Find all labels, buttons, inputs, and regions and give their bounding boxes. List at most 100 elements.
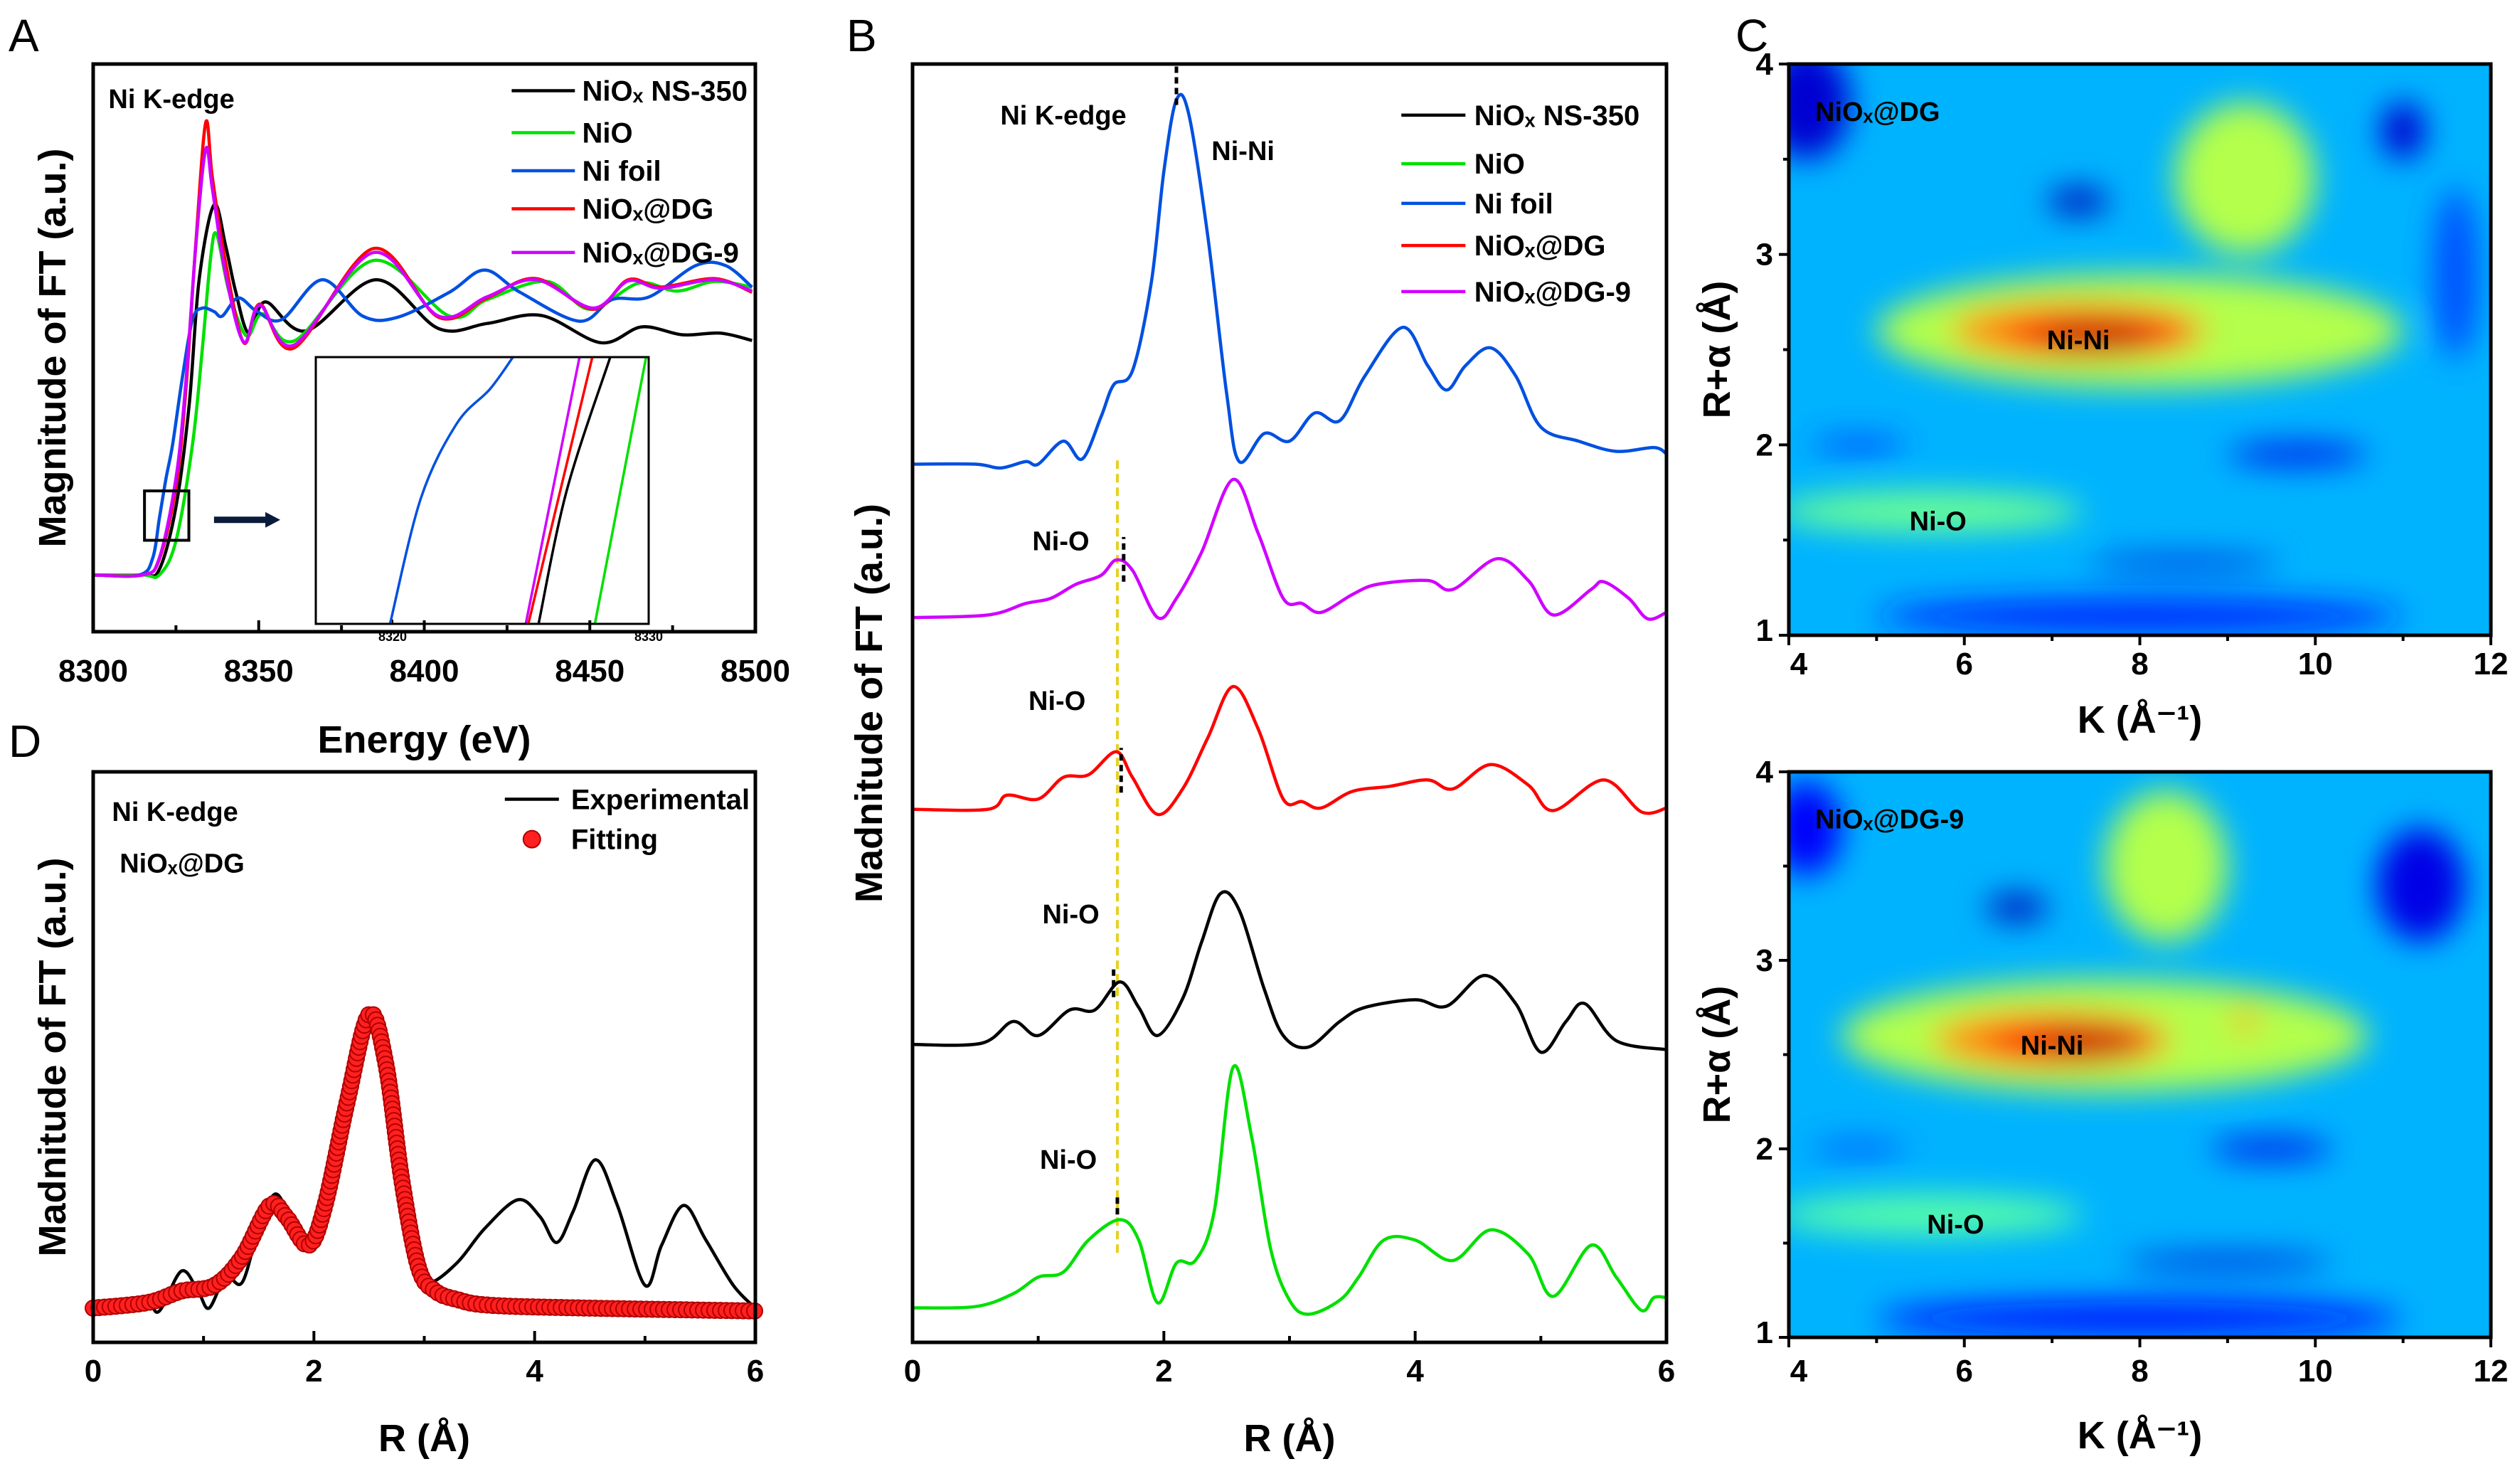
heatmap-feature [2047,189,2110,214]
peak-label: Ni-O [1042,900,1099,930]
edge-label: Ni K-edge [1000,101,1126,131]
panel-letter-a: A [9,10,39,61]
x-tick-label: 8 [2131,1354,2148,1389]
x-axis-label: R (Å) [378,1417,470,1460]
legend-label: NiOₓ@DG [1474,230,1606,262]
x-tick-label: 8400 [390,654,459,689]
x-tick-label: 8 [2131,647,2148,681]
x-tick-label: 10 [2298,1354,2333,1389]
heatmap-feature [2174,102,2316,255]
heatmap-feature [2433,187,2478,359]
y-tick-label: 2 [1756,428,1773,462]
legend-label: NiOₓ@DG [583,193,714,225]
heatmap-feature [1986,895,2048,921]
zoom-region-box [143,489,191,542]
y-tick-label: 1 [1756,1315,1773,1350]
heatmap-feature [1876,600,2403,632]
series-line-4 [92,145,753,578]
inset-series-line [524,356,581,625]
heatmap-feature [2105,790,2228,942]
heatmap-feature [2034,1031,2140,1056]
y-axis-label: Madnitude of FT (a.u.) [31,858,74,1257]
y-tick-label: 2 [1756,1132,1773,1167]
legend-label: NiOₓ NS-350 [583,76,748,107]
panel-b-plot: Ni K-edge Ni-Ni Ni-O Ni-O Ni-O Ni-O NiOₓ NS-35… [912,64,1668,1316]
x-axis-label: R (Å) [1244,1417,1336,1460]
x-tick-label: 8300 [58,654,128,689]
legend-label: Experimental [571,784,750,815]
x-tick-label: 0 [904,1354,921,1389]
heatmap-feature [1789,781,1842,876]
x-tick-label: 2 [1155,1354,1172,1389]
x-tick-label: 8500 [721,654,790,689]
panel-d-plot: Ni K-edge NiOₓ@DG Experimental Fitting [85,784,763,1320]
inset-series-line [593,356,648,625]
x-tick-label: 12 [2474,647,2509,681]
series-line-1 [912,1063,1667,1316]
y-axis-label: R+α (Å) [1696,281,1738,419]
panel-letter-b: B [846,10,877,61]
peak-label: Ni-Ni [2047,326,2110,356]
x-tick-label: 6 [1658,1354,1675,1389]
heatmap-feature [2038,324,2154,349]
x-tick-label: 4 [1790,647,1808,681]
inset-series-line [527,356,594,625]
heatmap-feature [1789,1194,2083,1236]
x-tick-label: 6 [1956,1354,1973,1389]
x-tick-label: 6 [747,1354,764,1389]
x-tick-label: 2 [305,1354,322,1389]
heatmap-feature [1789,64,1851,159]
x-tick-label: 10 [2298,647,2333,681]
y-axis-label: Madnitude of FT (a.u.) [848,504,890,903]
x-tick-label: 6 [1956,647,1973,681]
legend-label: Ni foil [583,156,661,187]
x-axis: 8300 8350 8400 8450 8500 Energy (eV) [58,620,790,761]
series-line-3 [912,684,1667,817]
heatmap-feature [2210,1139,2333,1159]
x-tick-label: 8350 [224,654,294,689]
peak-label: Ni-O [1040,1145,1097,1175]
legend-label: NiOₓ NS-350 [1474,100,1640,132]
legend-label: NiOₓ@DG-9 [583,238,739,269]
legend-label: NiO [583,118,633,149]
y-tick-label: 4 [1756,47,1774,82]
y-axis-label: Magnitude of FT (a.u.) [31,149,74,548]
x-tick-label: 4 [1406,1354,1424,1389]
legend-label: Ni foil [1474,189,1553,220]
inset-series-line [388,356,514,625]
heatmap-feature [2232,1009,2259,1032]
x-axis-label: K (Å⁻¹) [2078,699,2202,741]
legend-label: Fitting [571,824,658,856]
heatmap-feature [1810,1141,1908,1157]
heatmap-feature [2122,1255,2333,1269]
sample-label: NiOₓ@DG [119,849,245,879]
panel-a-plot: Ni K-edge NiOₓ NS-350 NiO Ni foil NiOₓ@DG NiO… [92,76,753,644]
sample-label: NiOₓ@DG [1815,97,1940,127]
y-axis-label: R+α (Å) [1696,986,1738,1124]
inset-frame [314,356,650,625]
x-tick-label: 4 [1790,1354,1808,1389]
heatmap-feature [1810,437,1908,453]
edge-label: Ni K-edge [112,797,238,827]
inset-plot: 8320 8330 [314,356,663,644]
peak-label: Ni-O [1910,506,1967,536]
peak-label: Ni-Ni [2021,1031,2084,1061]
series-line-4 [912,477,1667,621]
y-tick-label: 3 [1756,943,1773,978]
y-tick-label: 3 [1756,238,1773,272]
panel-letter-d: D [9,716,41,767]
x-tick-label: 8450 [555,654,624,689]
edge-label: Ni K-edge [108,85,234,115]
peak-label: Ni-Ni [1211,137,1275,166]
x-axis: 0 2 4 6 R (Å) [85,1331,764,1460]
arrow-head-icon [265,511,281,528]
legend-label: NiO [1474,149,1525,180]
heatmap-feature [2087,557,2280,569]
series-line-0 [912,890,1667,1054]
x-tick-label: 4 [526,1354,543,1389]
inset-series-line [537,356,612,625]
legend-label: NiOₓ@DG-9 [1474,277,1631,308]
